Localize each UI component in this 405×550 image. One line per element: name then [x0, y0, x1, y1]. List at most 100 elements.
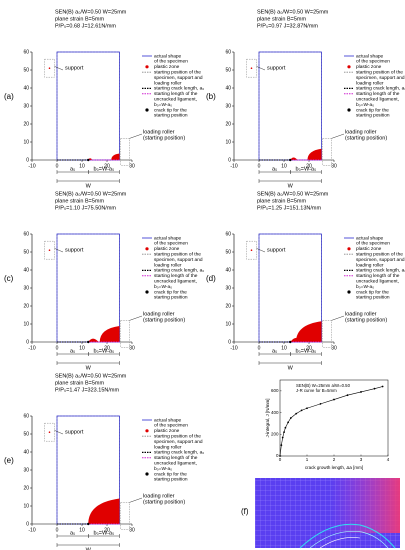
legend-label: actual shape: [154, 53, 182, 59]
x-tick-label: 30: [331, 345, 337, 351]
x-tick-label: 10: [79, 163, 85, 169]
support-point: [48, 249, 51, 251]
y-tick-label: 30: [23, 103, 29, 109]
legend-label: of the specimen: [154, 59, 188, 65]
y-tick-label: 20: [23, 303, 29, 309]
legend-symbol: [347, 108, 351, 112]
annotation: b₀=W-a₀: [93, 166, 114, 172]
leader: [129, 133, 143, 139]
annotation: W: [288, 183, 294, 189]
support-point: [48, 67, 51, 69]
data-point: [295, 412, 298, 415]
y-axis-label: J-integral, J [N/mm]: [265, 398, 270, 437]
annotation: b₀=W-a₀: [93, 348, 114, 354]
legend-label: of the specimen: [356, 241, 390, 247]
legend-label: starting length of the: [356, 91, 400, 97]
x-tick-label: 10: [79, 527, 85, 533]
data-point: [306, 407, 308, 410]
jr-curve: [279, 386, 383, 457]
plastic-zone: [88, 519, 105, 524]
legend-symbol: [347, 247, 351, 251]
annotation: b₀=W-a₀: [295, 348, 316, 354]
legend-label: loading roller: [154, 262, 182, 268]
legend-label: b₀=W-a₀: [154, 102, 172, 108]
leader: [54, 248, 64, 253]
legend-label: plastic zone: [356, 64, 382, 70]
y-tick-label: 40: [225, 267, 231, 273]
annotation: support: [65, 65, 84, 71]
y-tick-label: 60: [23, 413, 29, 419]
panel-label: (c): [4, 274, 14, 283]
legend-symbol: [347, 65, 351, 69]
annotation: (starting position): [143, 317, 185, 323]
y-tick-label: 20: [23, 121, 29, 127]
x-tick-label: 20: [306, 345, 312, 351]
y-tick-label: 30: [23, 285, 29, 291]
roller-box: [322, 138, 332, 166]
support-box: [44, 422, 55, 442]
x-tick-label: 30: [129, 163, 135, 169]
legend-label: crack tip for the: [154, 471, 187, 477]
legend-label: b₀=W-a₀: [356, 284, 374, 290]
y-tick-label: 50: [23, 67, 29, 73]
leader: [256, 66, 266, 71]
y-tick-label: 40: [225, 85, 231, 91]
leader: [54, 430, 64, 435]
y-tick-label: 0: [228, 339, 231, 345]
legend-label: starting length of the: [154, 455, 198, 461]
y-tick-label: 30: [225, 103, 231, 109]
y-tick-label: 60: [23, 231, 29, 237]
support-box: [246, 58, 257, 78]
y-tick-label: 40: [23, 267, 29, 273]
data-point: [381, 385, 384, 388]
legend-label: plastic zone: [154, 246, 180, 252]
panel-header: plane strain B=5mm: [257, 198, 306, 204]
crack-tip: [87, 158, 90, 162]
x-tick-label: 0: [56, 345, 59, 351]
roller-box: [120, 502, 130, 530]
panel-header: P/P₀=1.47 J=323.15N/mm: [55, 387, 119, 393]
legend-label: uncracked ligament,: [154, 278, 197, 284]
legend-symbol: [145, 65, 149, 69]
panel-label: (e): [4, 456, 14, 465]
legend-label: specimen, support and: [356, 75, 405, 81]
data-point: [346, 394, 349, 397]
data-point: [300, 409, 303, 412]
legend-label: loading roller: [154, 444, 182, 450]
x-tick-label: 2: [333, 457, 336, 462]
y-tick-label: 10: [23, 321, 29, 327]
annotation: loading roller: [143, 129, 175, 135]
annotation: (starting position): [143, 499, 185, 505]
y-tick-label: 50: [225, 249, 231, 255]
annotation: (starting position): [143, 135, 185, 141]
legend-label: actual shape: [154, 417, 182, 423]
y-tick-label: 0: [26, 521, 29, 527]
crack-tip: [87, 522, 90, 526]
annotation: support: [65, 429, 84, 435]
panel-header: SEN(B) a₀/W=0.50 W=25mm: [55, 373, 127, 379]
legend-label: loading roller: [154, 80, 182, 86]
legend-label: crack tip for the: [154, 107, 187, 113]
x-tick-label: 4: [387, 457, 390, 462]
annotation: loading roller: [345, 311, 377, 317]
panel-header: plane strain B=5mm: [55, 16, 104, 22]
x-tick-label: 0: [279, 457, 282, 462]
panel-header: P/P₀=1.10 J=75.50N/mm: [55, 205, 116, 211]
support-point: [250, 249, 253, 251]
y-tick-label: 60: [225, 231, 231, 237]
legend-label: starting crack length, a₀: [154, 268, 204, 274]
annotation: a₀: [272, 166, 277, 172]
legend-label: uncracked ligament,: [154, 460, 197, 466]
legend-label: of the specimen: [154, 241, 188, 247]
legend-label: actual shape: [356, 235, 384, 241]
x-tick-label: -10: [230, 163, 237, 169]
support-point: [48, 431, 51, 434]
panel-header: plane strain B=5mm: [55, 198, 104, 204]
plastic-zone: [290, 157, 298, 160]
annotation: a₀: [70, 530, 75, 536]
y-tick-label: 30: [23, 467, 29, 473]
legend-label: starting position of the: [154, 69, 201, 75]
panel-header: SEN(B) a₀/W=0.50 W=25mm: [257, 9, 329, 15]
data-point: [283, 431, 285, 434]
